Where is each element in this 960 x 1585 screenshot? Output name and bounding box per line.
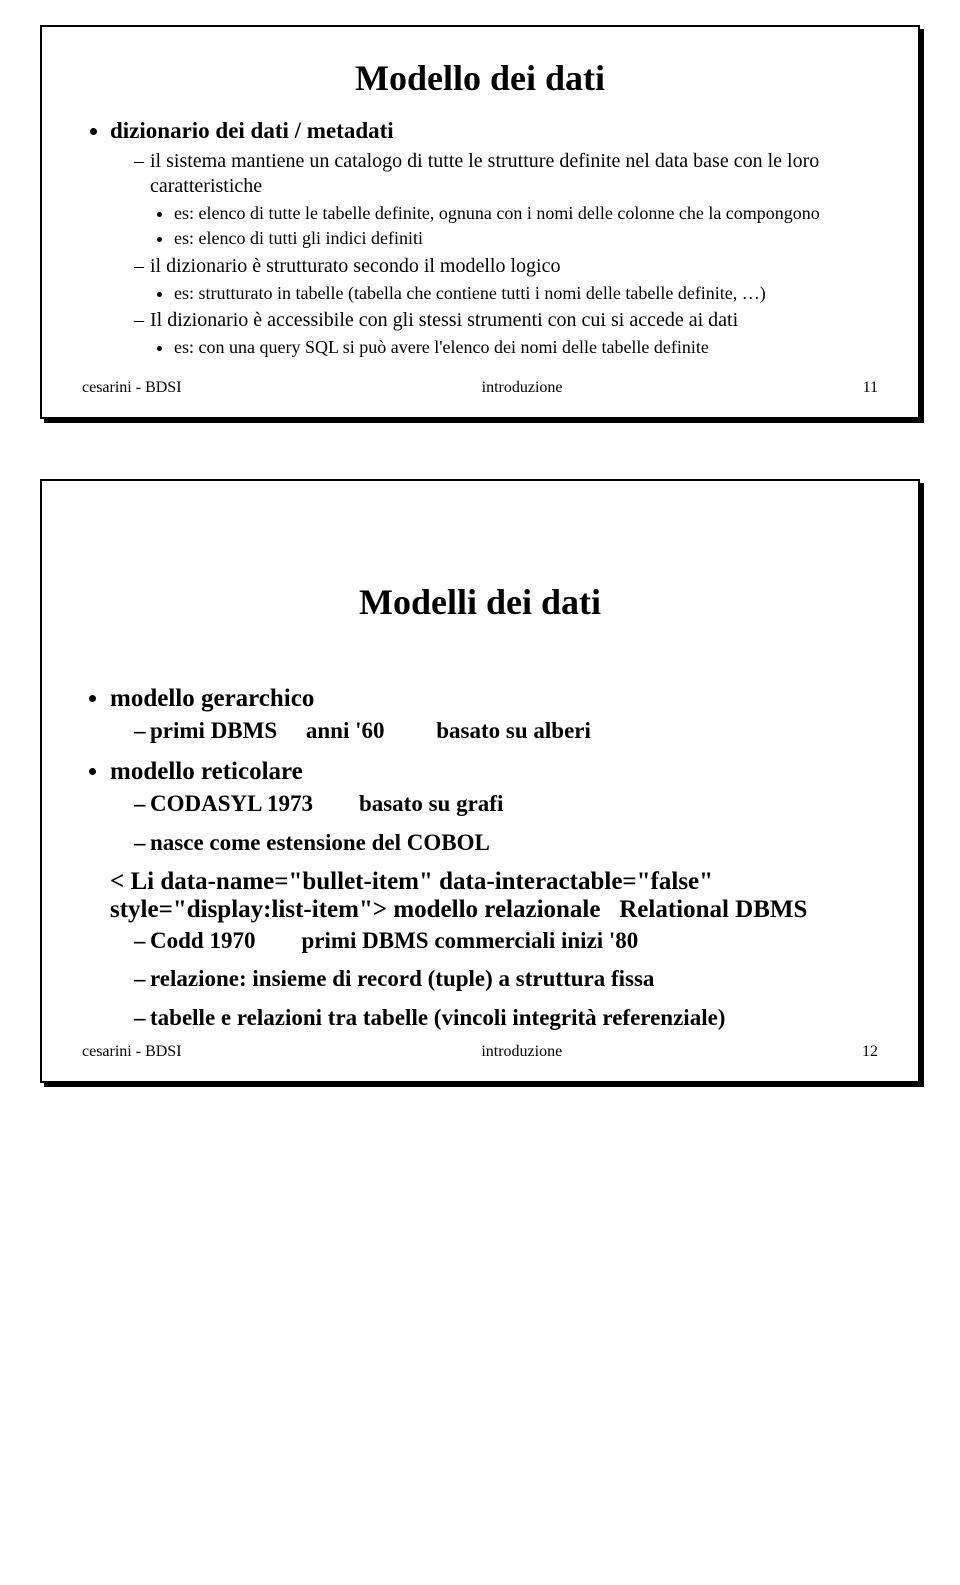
- slide-footer: cesarini - BDSI introduzione 12: [82, 1043, 878, 1061]
- sub-text: il dizionario è strutturato secondo il m…: [150, 255, 560, 277]
- subsub-item: es: elenco di tutte le tabelle definite,…: [174, 202, 878, 225]
- bullet-item: dizionario dei dati / metadati il sistem…: [110, 117, 878, 359]
- sub-item: relazione: insieme di record (tuple) a s…: [134, 965, 878, 994]
- bullet-item: modello gerarchico primi DBMS anni '60 b…: [110, 683, 878, 746]
- bullet-item: modello reticolare CODASYL 1973 basato s…: [110, 756, 878, 858]
- footer-author: cesarini - BDSI: [82, 1043, 182, 1061]
- slide-2: Modelli dei dati modello gerarchico prim…: [40, 479, 920, 1083]
- sub-item: Il dizionario è accessibile con gli stes…: [134, 308, 878, 359]
- bullet-list: modello gerarchico primi DBMS anni '60 b…: [82, 683, 878, 1033]
- sub-item: CODASYL 1973 basato su grafi: [134, 790, 878, 819]
- sub-text: il sistema mantiene un catalogo di tutte…: [150, 150, 819, 197]
- footer-page: 11: [863, 379, 878, 397]
- bullet-text: dizionario dei dati / metadati: [110, 118, 394, 143]
- slide-1: Modello dei dati dizionario dei dati / m…: [40, 25, 920, 419]
- footer-section: introduzione: [182, 1043, 862, 1061]
- bullet-text: modello relazionale Relational DBMS: [393, 896, 807, 923]
- bullet-text: modello reticolare: [110, 758, 303, 785]
- footer-page: 12: [862, 1043, 878, 1061]
- sub-item: Codd 1970 primi DBMS commerciali inizi '…: [134, 927, 878, 956]
- sub-item: tabelle e relazioni tra tabelle (vincoli…: [134, 1004, 878, 1033]
- subsub-item: es: con una query SQL si può avere l'ele…: [174, 336, 878, 359]
- sub-item: primi DBMS anni '60 basato su alberi: [134, 717, 878, 746]
- footer-section: introduzione: [182, 379, 863, 397]
- slide-title: Modello dei dati: [82, 57, 878, 99]
- sub-item: il dizionario è strutturato secondo il m…: [134, 254, 878, 305]
- sub-text: Il dizionario è accessibile con gli stes…: [150, 309, 738, 331]
- sub-item: nasce come estensione del COBOL: [134, 829, 878, 858]
- sub-item: il sistema mantiene un catalogo di tutte…: [134, 149, 878, 250]
- bullet-text: modello gerarchico: [110, 685, 314, 712]
- footer-author: cesarini - BDSI: [82, 379, 182, 397]
- slide-footer: cesarini - BDSI introduzione 11: [82, 379, 878, 397]
- slide-title: Modelli dei dati: [82, 581, 878, 623]
- bullet-list: dizionario dei dati / metadati il sistem…: [82, 117, 878, 359]
- subsub-item: es: strutturato in tabelle (tabella che …: [174, 282, 878, 305]
- subsub-item: es: elenco di tutti gli indici definiti: [174, 227, 878, 250]
